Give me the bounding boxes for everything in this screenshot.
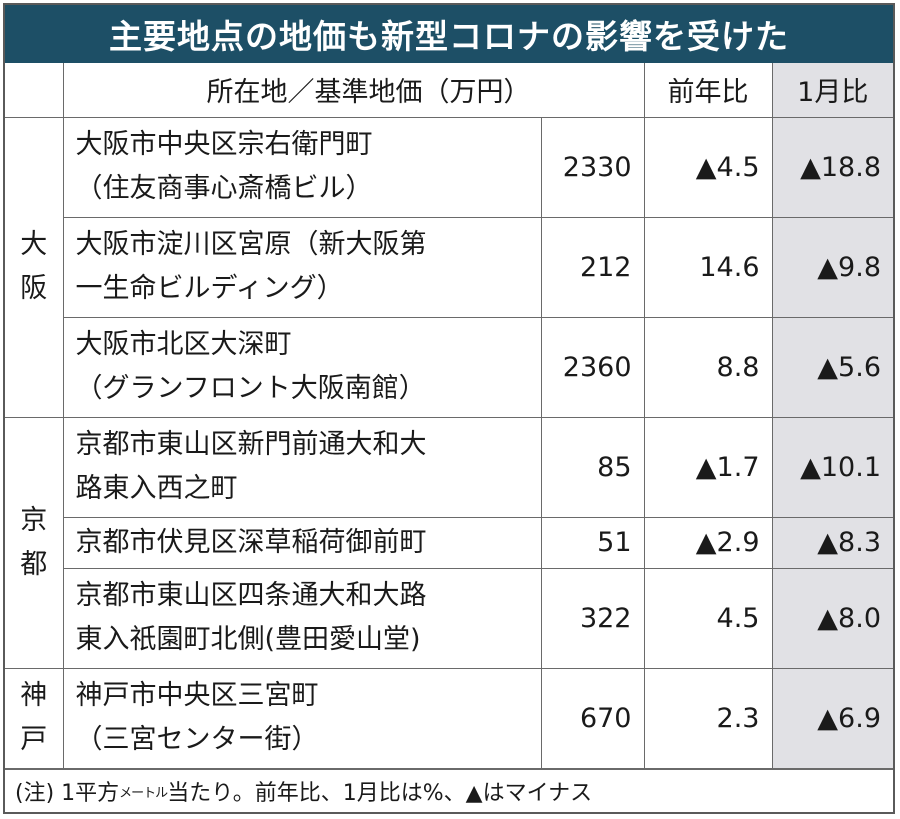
jan-cell: ▲8.0 [771,567,893,669]
location-name: 京都市伏見区深草稲荷御前町 [63,516,542,569]
yoy-cell: ▲2.9 [643,516,773,569]
region-kobe: 神 戸 [5,667,64,769]
region-kyoto: 京 都 [5,416,64,669]
location-line1: 京都市東山区四条通大和大路 [75,580,427,611]
header-blank-cell [5,63,64,118]
header-row: 所在地／基準地価（万円） 前年比 1月比 [5,63,893,118]
yoy-cell: 14.6 [643,216,773,318]
land-price-table: 所在地／基準地価（万円） 前年比 1月比 大 阪 大阪市中央区宗右衛門町 （住友商… [5,63,893,769]
location-line1: 京都市東山区新門前通大和大 [75,429,427,460]
location-name: 大阪市淀川区宮原（新大阪第 一生命ビルディング） [63,216,542,318]
table-row: 大阪市北区大深町 （グランフロント大阪南館） 2360 8.8 ▲5.6 [5,316,893,418]
location-line2: （住友商事心斎橋ビル） [75,173,373,204]
jan-cell: ▲10.1 [771,416,893,518]
footnote: (注) 1平方 メートル 当たり。前年比、1月比は%、▲はマイナス [5,769,893,812]
jan-cell: ▲18.8 [771,116,893,218]
location-line1: 京都市伏見区深草稲荷御前町 [75,526,427,558]
location-line2: 一生命ビルディング） [75,273,344,304]
jan-cell: ▲5.6 [771,316,893,418]
location-name: 神戸市中央区三宮町 （三宮センター街） [62,667,542,769]
table-row: 神 戸 神戸市中央区三宮町 （三宮センター街） 670 2.3 ▲6.9 [5,667,893,769]
region-osaka: 大 阪 [5,116,64,418]
location-line2: （グランフロント大阪南館） [75,373,426,404]
price-cell: 212 [540,216,645,318]
yoy-cell: ▲1.7 [643,416,773,518]
header-location: 所在地／基準地価（万円） [62,63,645,118]
table-row: 大 阪 大阪市中央区宗右衛門町 （住友商事心斎橋ビル） 2330 ▲4.5 ▲18… [5,116,893,418]
location-name: 京都市東山区四条通大和大路 東入祇園町北側(豊田愛山堂) [63,567,542,669]
location-name: 大阪市北区大深町 （グランフロント大阪南館） [63,316,542,418]
header-yoy: 前年比 [643,63,773,118]
location-line2: 路東入西之町 [75,473,238,504]
location-line2: 東入祇園町北側(豊田愛山堂) [75,624,421,655]
footnote-suffix: 当たり。前年比、1月比は%、▲はマイナス [167,781,593,806]
table-row: 京 都 京都市東山区新門前通大和大 路東入西之町 85 ▲1.7 ▲10.1 [5,416,893,669]
location-name: 大阪市中央区宗右衛門町 （住友商事心斎橋ビル） [62,116,542,218]
price-cell: 670 [540,667,645,769]
table-row: 京都市東山区四条通大和大路 東入祇園町北側(豊田愛山堂) 322 4.5 ▲8.0 [5,567,893,669]
location-line1: 大阪市中央区宗右衛門町 [75,129,373,160]
footnote-unit: メートル [119,785,168,801]
jan-cell: ▲6.9 [771,667,893,769]
jan-cell: ▲9.8 [771,216,893,318]
location-line2: （三宮センター街） [75,724,319,755]
header-jan: 1月比 [771,63,893,118]
land-price-table-figure: 主要地点の地価も新型コロナの影響を受けた 所在地／基準地価（万円） 前年比 1月… [3,3,895,814]
price-cell: 2330 [540,116,645,218]
region-osaka-label: 大 阪 [20,229,48,304]
location-line1: 神戸市中央区三宮町 [75,680,319,711]
yoy-cell: 4.5 [643,567,773,669]
figure-title: 主要地点の地価も新型コロナの影響を受けた [5,5,893,63]
price-cell: 85 [540,416,645,518]
price-cell: 51 [540,516,645,569]
region-kobe-label: 神 戸 [20,680,48,755]
price-cell: 2360 [540,316,645,418]
table-row: 大阪市淀川区宮原（新大阪第 一生命ビルディング） 212 14.6 ▲9.8 [5,216,893,318]
footnote-prefix: (注) 1平方 [15,781,120,806]
price-cell: 322 [540,567,645,669]
yoy-cell: 8.8 [643,316,773,418]
region-kyoto-label: 京 都 [20,504,48,580]
table-row: 京都市伏見区深草稲荷御前町 51 ▲2.9 ▲8.3 [5,516,893,569]
yoy-cell: ▲4.5 [643,116,773,218]
location-line1: 大阪市北区大深町 [75,329,292,360]
jan-cell: ▲8.3 [771,516,893,569]
yoy-cell: 2.3 [643,667,773,769]
location-name: 京都市東山区新門前通大和大 路東入西之町 [62,416,542,518]
location-line1: 大阪市淀川区宮原（新大阪第 [75,229,427,260]
